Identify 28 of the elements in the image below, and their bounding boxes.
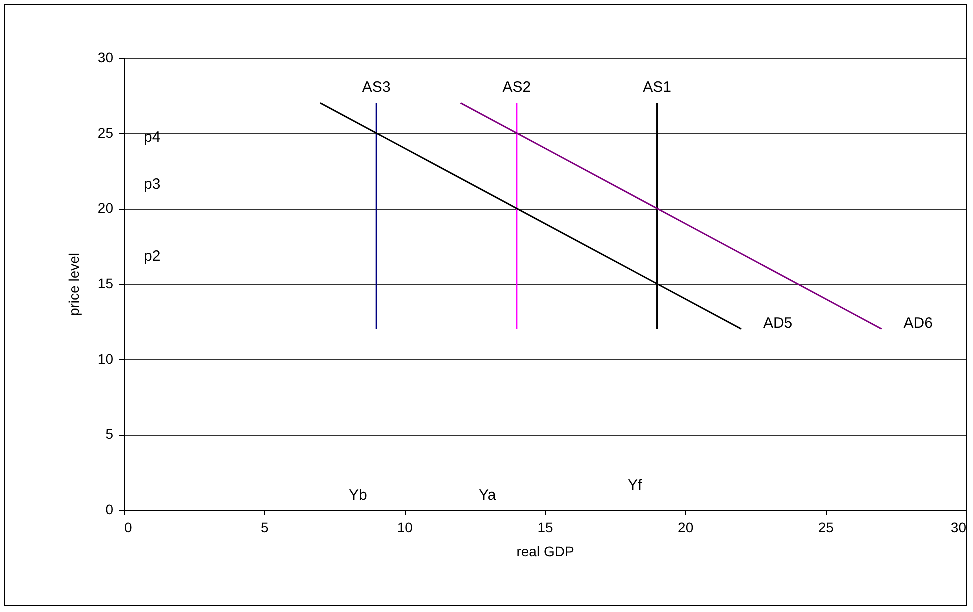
- annotation: Yb: [349, 487, 368, 504]
- annotation: p2: [144, 248, 161, 265]
- x-tick-label: 0: [124, 520, 132, 536]
- x-tick-label: 5: [260, 520, 269, 536]
- series-label: AD6: [904, 315, 933, 332]
- series-label: AD5: [763, 315, 793, 332]
- x-tick-label: 25: [818, 520, 834, 536]
- y-tick-label: 10: [98, 350, 114, 367]
- series-label: AS2: [502, 79, 532, 96]
- y-tick-label: 0: [106, 502, 114, 518]
- y-axis-title: price level: [66, 252, 82, 316]
- y-tick-label: 15: [98, 276, 114, 292]
- x-axis-title: real GDP: [516, 544, 574, 560]
- x-tick-label: 30: [950, 520, 967, 536]
- line-series: [460, 102, 883, 330]
- annotation: Ya: [479, 487, 497, 504]
- series-label: AS3: [362, 79, 391, 96]
- annotation: p4: [144, 129, 161, 146]
- y-tick-label: 30: [98, 50, 114, 66]
- x-tick-label: 20: [678, 520, 694, 536]
- x-tick-label: 10: [397, 520, 414, 536]
- y-tick-label: 25: [98, 124, 114, 141]
- annotation: p3: [144, 176, 161, 193]
- y-tick-label: 5: [106, 426, 114, 442]
- series-label: AS1: [643, 79, 672, 96]
- x-tick-label: 15: [538, 520, 554, 536]
- y-tick-label: 20: [98, 200, 114, 216]
- annotation: Yf: [628, 477, 644, 494]
